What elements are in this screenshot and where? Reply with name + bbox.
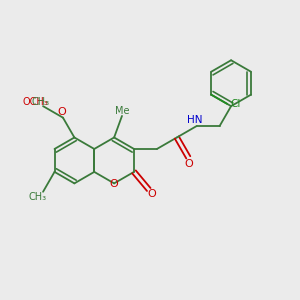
Text: CH₃: CH₃ [32, 97, 50, 107]
Text: O: O [58, 107, 66, 117]
Text: HN: HN [187, 115, 202, 125]
Text: O: O [148, 189, 156, 199]
Text: OCH₃: OCH₃ [23, 97, 49, 107]
Text: Cl: Cl [230, 99, 241, 109]
Text: O: O [110, 179, 118, 189]
Text: CH₃: CH₃ [29, 192, 47, 202]
Text: O: O [184, 159, 193, 169]
Text: Me: Me [115, 106, 129, 116]
